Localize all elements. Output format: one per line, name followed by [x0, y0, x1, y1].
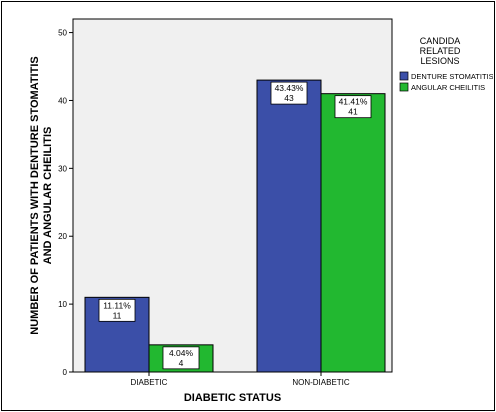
bar-count-label: 41 — [348, 107, 358, 117]
y-axis: 0 10 20 30 40 50 — [58, 29, 73, 377]
y-tick-label: 30 — [58, 164, 67, 173]
x-axis-title: DIABETIC STATUS — [184, 392, 281, 404]
bar-labels: 11.11%11 43.43%43 4.04%4 41.41%41 — [98, 81, 372, 370]
legend-label: DENTURE STOMATITIS — [411, 72, 494, 81]
y-tick-label: 0 — [63, 368, 68, 377]
legend-label: ANGULAR CHEILITIS — [411, 83, 485, 92]
bar-count-label: 4 — [179, 358, 184, 368]
y-tick-label: 20 — [58, 232, 67, 241]
bar-count-label: 43 — [284, 93, 294, 103]
y-tick-label: 40 — [58, 96, 67, 105]
bars — [84, 79, 386, 373]
x-axis: DIABETIC NON-DIABETIC — [131, 372, 350, 387]
x-tick-label: DIABETIC — [131, 378, 168, 387]
legend-swatch — [399, 82, 409, 92]
bar-percent-label: 4.04% — [169, 348, 194, 358]
y-axis-title: NUMBER OF PATIENTS WITH DENTURE STOMATIT… — [29, 56, 54, 334]
bar-label-box — [270, 81, 308, 105]
bar — [256, 79, 322, 373]
y-tick-label: 10 — [58, 300, 67, 309]
legend-title-line: LESIONS — [420, 56, 459, 66]
bar-label-box — [334, 95, 372, 119]
legend-swatch — [399, 71, 409, 81]
y-axis-title-line: AND ANGULAR CHEILITIS — [42, 127, 54, 265]
y-tick-label: 50 — [58, 29, 67, 38]
x-tick-label: NON-DIABETIC — [292, 378, 350, 387]
bar-percent-label: 41.41% — [339, 97, 368, 107]
y-axis-title-line: NUMBER OF PATIENTS WITH DENTURE STOMATIT… — [29, 56, 41, 334]
legend-title-line: CANDIDA — [420, 36, 461, 46]
bar-percent-label: 11.11% — [103, 300, 131, 310]
bar-percent-label: 43.43% — [275, 83, 304, 93]
bar — [320, 93, 386, 373]
bar-count-label: 11 — [113, 310, 122, 320]
bar-label-box — [98, 298, 136, 322]
bar-label-box — [162, 346, 200, 370]
legend-title-line: RELATED — [420, 46, 461, 56]
